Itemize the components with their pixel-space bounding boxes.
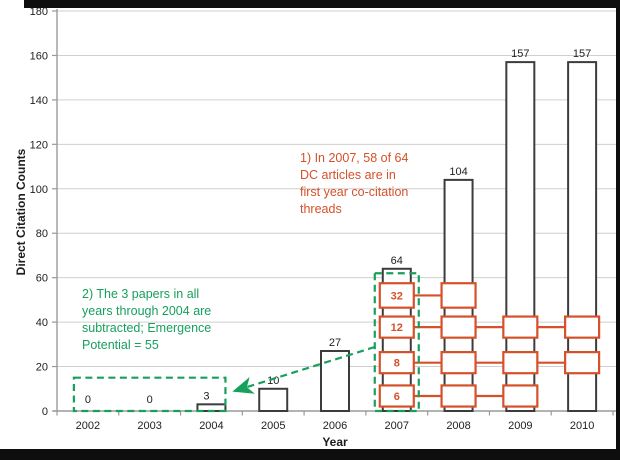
thread-box-2007-8: [378, 351, 415, 375]
right-border-strip: [616, 0, 620, 460]
x-tick-label-2010: 2010: [570, 420, 594, 432]
emergence-arrow: [232, 345, 376, 394]
thread-box-2007-6: [378, 384, 415, 408]
thread-box-2007-32: [378, 282, 415, 309]
x-tick-label-2006: 2006: [323, 420, 347, 432]
annotation-line: years through 2004 are: [82, 304, 212, 318]
y-tick-label-80: 80: [36, 228, 48, 240]
x-tick-label-2003: 2003: [137, 420, 161, 432]
x-tick-label-2009: 2009: [508, 420, 532, 432]
thread-box-2009-8: [502, 351, 539, 375]
x-tick-label-2002: 2002: [76, 420, 100, 432]
thread-count-label-8: 8: [394, 358, 400, 370]
bar-label-2005: 10: [267, 375, 279, 387]
bar-label-2009: 157: [511, 48, 529, 60]
thread-box-2009-6: [502, 384, 539, 408]
bar-label-2004: 3: [203, 390, 209, 402]
x-tick-label-2004: 2004: [199, 420, 223, 432]
thread-box-2008-12: [440, 315, 477, 339]
y-tick-label-40: 40: [36, 317, 48, 329]
bar-label-2010: 157: [573, 48, 591, 60]
bar-label-2003: 0: [147, 394, 153, 406]
thread-box-2009-12: [502, 315, 539, 339]
y-tick-label-140: 140: [30, 95, 48, 107]
bottom-border-strip: [0, 449, 620, 460]
x-tick-label-2005: 2005: [261, 420, 285, 432]
bar-label-2006: 27: [329, 337, 341, 349]
thread-count-label-32: 32: [391, 290, 403, 302]
early-years-dashed-box: [72, 376, 227, 413]
thread-box-2008-6: [440, 384, 477, 408]
annotation-line: subtracted; Emergence: [82, 321, 212, 335]
annotation-line: threads: [300, 202, 342, 216]
annotation-2007-threads: 1) In 2007, 58 of 64 DC articles are in …: [300, 150, 408, 218]
annotation-line: DC articles are in: [300, 168, 396, 182]
annotation-line: 2) The 3 papers in all: [82, 287, 200, 301]
bar-2006: [320, 350, 350, 412]
annotation-emergence-potential: 2) The 3 papers in all years through 200…: [82, 286, 211, 354]
y-tick-label-0: 0: [42, 406, 48, 418]
y-tick-label-60: 60: [36, 273, 48, 285]
bar-label-2002: 0: [85, 394, 91, 406]
y-tick-label-120: 120: [30, 139, 48, 151]
thread-box-2010-12: [564, 315, 601, 339]
thread-box-2010-8: [564, 351, 601, 375]
y-tick-label-160: 160: [30, 50, 48, 62]
y-tick-label-180: 180: [30, 6, 48, 18]
x-axis-title: Year: [322, 435, 348, 449]
thread-count-label-6: 6: [394, 391, 400, 403]
y-tick-label-100: 100: [30, 184, 48, 196]
annotation-line: Potential = 55: [82, 338, 159, 352]
bar-2005: [258, 387, 289, 412]
y-tick-label-20: 20: [36, 362, 48, 374]
annotation-line: 1) In 2007, 58 of 64: [300, 151, 409, 165]
y-axis-title: Direct Citation Counts: [14, 148, 28, 276]
thread-count-label-12: 12: [391, 322, 403, 334]
thread-box-2007-12: [378, 315, 415, 339]
bar-label-2008: 104: [449, 166, 467, 178]
thread-box-2008-32: [440, 282, 477, 309]
x-tick-label-2007: 2007: [385, 420, 409, 432]
annotation-line: first year co-citation: [300, 185, 409, 199]
x-tick-label-2008: 2008: [446, 420, 470, 432]
top-border-strip: [24, 0, 620, 8]
bar-label-2007: 64: [391, 255, 403, 267]
thread-box-2008-8: [440, 351, 477, 375]
